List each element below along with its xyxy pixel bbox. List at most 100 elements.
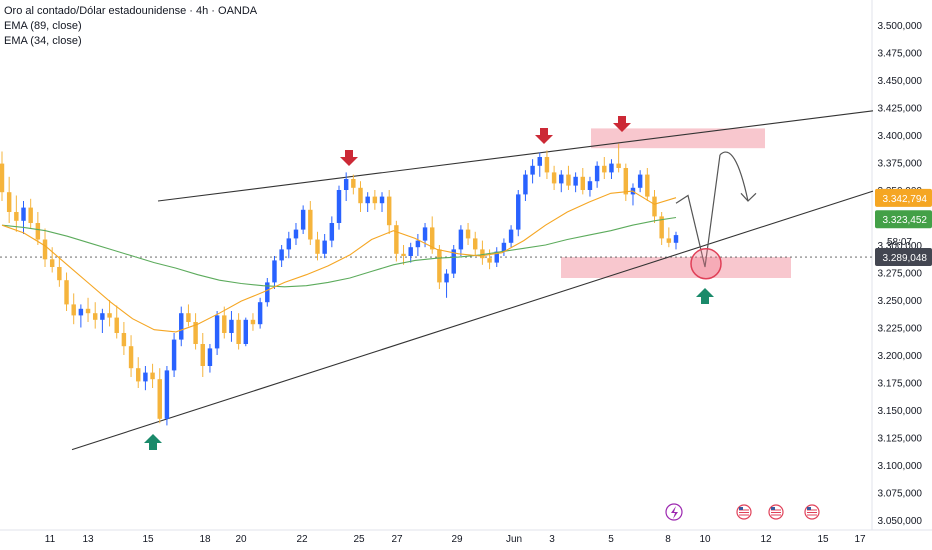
candle-body <box>501 242 507 252</box>
candle-body <box>78 308 84 316</box>
y-tick-label: 3.125,000 <box>878 434 923 445</box>
candle-body <box>329 223 335 241</box>
y-tick-label: 3.175,000 <box>878 379 923 390</box>
candle-body <box>444 273 449 283</box>
x-tick-label: 25 <box>353 534 365 545</box>
candle-body <box>308 209 313 240</box>
candle-body <box>637 174 643 188</box>
candle-body <box>300 209 306 230</box>
candle-body <box>652 196 657 217</box>
candle-body <box>179 313 184 340</box>
candle-body <box>150 372 155 380</box>
x-tick-label: 10 <box>699 534 711 545</box>
candle-body <box>487 258 492 263</box>
candle-body <box>200 344 205 366</box>
candle-body <box>243 319 249 344</box>
candle-body <box>250 319 256 325</box>
flag-canton <box>807 507 811 510</box>
candle-body <box>171 339 177 371</box>
candle-body <box>358 187 363 204</box>
y-tick-label: 3.450,000 <box>878 76 923 87</box>
candle-body <box>566 174 571 186</box>
candle-body <box>42 239 48 260</box>
x-tick-label: 11 <box>45 534 56 545</box>
x-tick-label: 5 <box>608 534 614 545</box>
candle-body <box>422 227 428 241</box>
candle-body <box>458 229 464 250</box>
candle-body <box>322 240 327 254</box>
candle-body <box>207 348 213 366</box>
candle-body <box>537 157 542 166</box>
candle-body <box>128 346 134 369</box>
x-tick-label: 27 <box>391 534 403 545</box>
ema-fast-price-label: 3.342,794 <box>883 194 928 205</box>
candle-body <box>257 302 263 325</box>
candle-body <box>473 238 478 250</box>
candle-body <box>85 308 91 314</box>
x-tick-label: 3 <box>549 534 555 545</box>
candle-body <box>121 333 127 347</box>
x-tick-label: 20 <box>235 534 247 545</box>
ema-slow-price-label: 3.323,452 <box>883 215 928 226</box>
x-tick-label: Jun <box>506 534 522 545</box>
candle-body <box>229 319 234 333</box>
candle-body <box>379 196 385 204</box>
support-circle <box>690 247 722 280</box>
candle-body <box>114 317 119 333</box>
chart-title: Oro al contado/Dólar estadounidense · 4h… <box>4 5 258 17</box>
y-tick-label: 3.400,000 <box>878 131 923 142</box>
candle-body <box>523 174 528 195</box>
up-arrow-marker <box>696 288 714 304</box>
candle-body <box>100 313 105 320</box>
flag-canton <box>771 507 775 510</box>
y-tick-label: 3.425,000 <box>878 104 923 115</box>
candle-body <box>587 181 593 190</box>
candle-body <box>480 249 485 259</box>
candle-body <box>64 280 69 305</box>
last-price-badge <box>875 248 932 267</box>
candle-body <box>136 368 141 382</box>
projection-path <box>675 154 721 268</box>
candle-body <box>343 179 349 190</box>
candle-body <box>386 196 392 226</box>
candle-body <box>401 253 406 256</box>
y-tick-label: 3.150,000 <box>878 406 923 417</box>
candle-body <box>372 196 378 204</box>
countdown-label: 58:07 <box>887 237 912 248</box>
projection-arrowhead <box>740 192 757 202</box>
y-tick-label: 3.075,000 <box>878 489 923 500</box>
down-arrow-marker <box>535 128 553 144</box>
x-tick-label: 15 <box>817 534 829 545</box>
candle-body <box>429 227 435 250</box>
candle-body <box>530 165 535 175</box>
x-tick-label: 15 <box>142 534 154 545</box>
x-tick-label: 22 <box>296 534 308 545</box>
candle-body <box>559 174 564 184</box>
candle-body <box>28 207 33 223</box>
candle-body <box>272 260 277 283</box>
candle-body <box>659 216 664 239</box>
candle-body <box>164 370 170 419</box>
ema-89-line <box>1 216 677 288</box>
candle-body <box>222 315 227 333</box>
candle-body <box>573 176 578 186</box>
candle-body <box>551 172 557 184</box>
y-tick-label: 3.500,000 <box>878 21 923 32</box>
down-arrow-marker <box>340 150 358 166</box>
candle-body <box>609 163 614 173</box>
y-tick-label: 3.475,000 <box>878 49 923 60</box>
candle-body <box>293 229 299 239</box>
candle-body <box>186 313 191 322</box>
y-tick-label: 3.225,000 <box>878 324 923 335</box>
flag-canton <box>739 507 743 510</box>
y-tick-label: 3.275,000 <box>878 269 923 280</box>
x-tick-label: 8 <box>665 534 671 545</box>
candle-body <box>92 313 98 320</box>
x-tick-label: 17 <box>854 534 866 545</box>
candle-body <box>0 163 5 193</box>
candle-body <box>21 207 26 221</box>
ema-slow-legend: EMA (89, close) <box>4 20 82 32</box>
y-tick-label: 3.200,000 <box>878 351 923 362</box>
candle-body <box>336 190 342 223</box>
